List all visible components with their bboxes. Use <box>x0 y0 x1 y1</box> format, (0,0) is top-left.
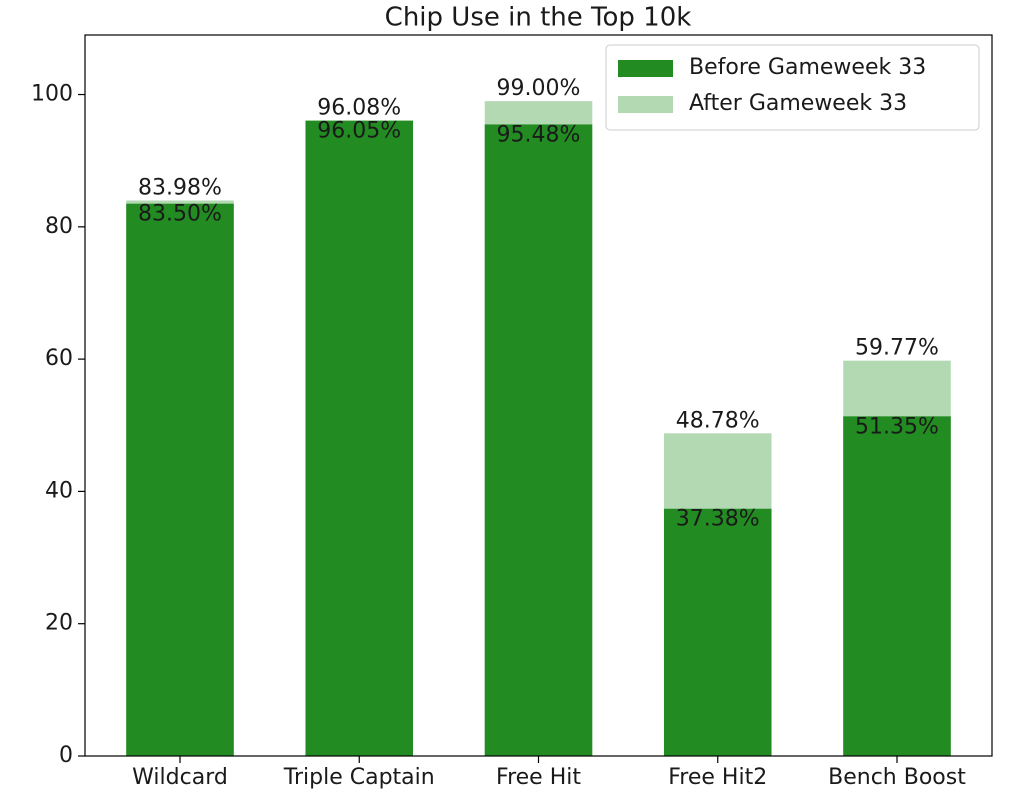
legend-swatch <box>618 96 673 113</box>
y-tick-label: 80 <box>45 214 73 239</box>
x-tick-label: Wildcard <box>132 765 228 790</box>
legend-label: After Gameweek 33 <box>689 91 907 116</box>
value-label: 59.77% <box>855 336 939 361</box>
value-label: 96.05% <box>317 119 401 144</box>
value-label: 83.50% <box>138 202 222 227</box>
value-label: 51.35% <box>855 414 939 439</box>
chart-title: Chip Use in the Top 10k <box>385 3 692 33</box>
bar <box>663 508 772 756</box>
legend-box <box>605 44 980 131</box>
x-tick-label: Triple Captain <box>283 765 435 790</box>
y-tick-label: 40 <box>45 478 73 503</box>
plot-frame <box>84 34 993 757</box>
value-label: 83.98% <box>138 175 222 200</box>
x-tick-label: Bench Boost <box>828 765 966 790</box>
value-label: 99.00% <box>497 76 581 101</box>
bar <box>126 203 234 756</box>
y-tick-label: 100 <box>31 82 73 107</box>
legend-label: Before Gameweek 33 <box>689 55 926 80</box>
value-label: 96.08% <box>317 95 401 120</box>
x-tick-label: Free Hit <box>496 765 581 790</box>
value-label: 37.38% <box>676 507 760 532</box>
bar <box>484 124 593 756</box>
bar <box>843 416 951 756</box>
value-label: 95.48% <box>497 122 581 147</box>
legend-swatch <box>618 60 673 77</box>
y-tick-label: 60 <box>45 346 73 371</box>
y-tick-label: 0 <box>59 743 73 768</box>
bar <box>305 120 414 756</box>
y-tick-label: 20 <box>45 611 73 636</box>
value-label: 48.78% <box>676 408 760 433</box>
x-tick-label: Free Hit2 <box>668 765 767 790</box>
